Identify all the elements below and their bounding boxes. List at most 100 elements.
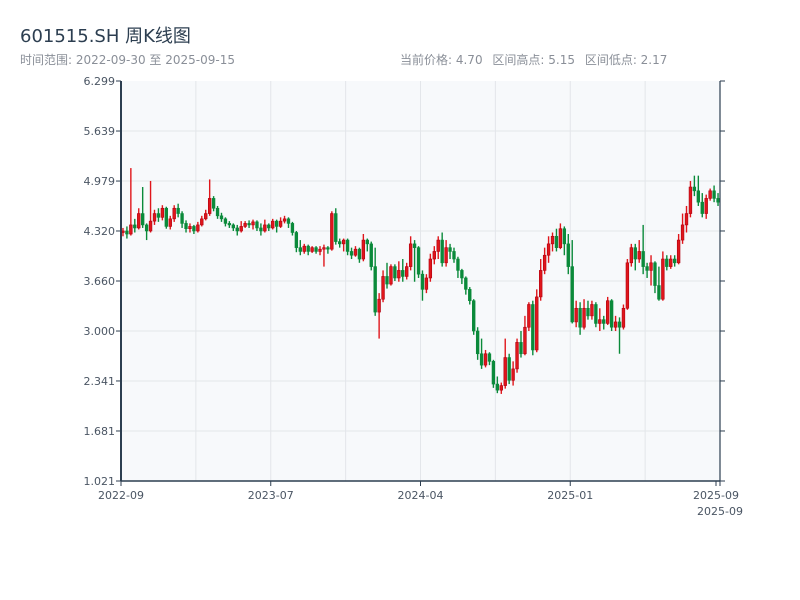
candle-down <box>255 220 259 231</box>
candle-up <box>535 289 539 353</box>
candle-up <box>172 205 176 222</box>
candle-up <box>625 259 630 310</box>
candle-body <box>598 319 602 324</box>
candle-body <box>318 248 322 252</box>
candle-body <box>401 270 405 277</box>
candle-body <box>515 342 519 370</box>
candle-up <box>546 236 551 263</box>
candle-up <box>621 304 626 330</box>
x-tick-label: 2022-09 <box>98 489 144 502</box>
candle-body <box>531 304 535 351</box>
y-tick-label: 2.341 <box>84 375 116 388</box>
candle-down <box>570 240 574 324</box>
candle-body <box>314 247 318 252</box>
candle-down <box>472 299 476 335</box>
candle-body <box>349 251 354 256</box>
candle-down <box>349 247 354 260</box>
candle-body <box>255 221 259 229</box>
x-tick-label: 2025-01 <box>547 489 593 502</box>
candle-body <box>239 226 243 232</box>
candle-body <box>263 224 267 232</box>
candle-body <box>361 239 366 260</box>
candle-up <box>168 215 172 230</box>
candle-down <box>657 266 661 301</box>
candle-body <box>546 243 551 256</box>
candle-up <box>200 215 204 227</box>
candle-body <box>582 307 586 328</box>
candle-up <box>558 223 563 250</box>
candle-up <box>432 246 436 265</box>
candle-body <box>586 307 590 317</box>
candle-up <box>353 246 358 257</box>
candle-down <box>495 376 500 394</box>
candle-body <box>680 224 685 241</box>
candle-up <box>661 251 665 301</box>
candle-body <box>696 190 701 203</box>
candle-body <box>558 228 563 248</box>
candle-body <box>148 220 153 232</box>
candle-down <box>468 287 472 305</box>
candle-body <box>381 276 385 300</box>
candle-body <box>420 273 425 290</box>
candle-body <box>377 298 381 313</box>
candle-body <box>487 353 492 362</box>
candle-body <box>527 304 531 328</box>
candle-body <box>704 198 708 214</box>
candle-body <box>578 307 582 328</box>
candle-up <box>539 259 543 301</box>
candle-down <box>566 234 570 275</box>
candle-body <box>341 239 346 245</box>
candle-down <box>385 262 389 289</box>
candle-up <box>483 349 488 368</box>
candle-body <box>408 243 413 267</box>
candle-body <box>231 224 235 229</box>
candle-body <box>688 186 693 214</box>
candle-body <box>464 277 468 290</box>
candle-body <box>247 223 251 226</box>
candle-body <box>539 270 543 298</box>
candle-down <box>274 219 279 233</box>
candle-body <box>267 224 271 229</box>
candle-body <box>306 245 310 252</box>
candle-down <box>164 206 168 229</box>
candle-down <box>235 224 239 236</box>
candle-body <box>282 218 287 222</box>
candle-body <box>440 239 444 264</box>
candle-up <box>152 209 157 225</box>
candle-body <box>172 207 176 220</box>
candle-body <box>184 223 188 230</box>
y-tick-label: 6.299 <box>84 75 116 88</box>
candle-body <box>700 201 704 214</box>
candle-body <box>207 198 212 214</box>
candle-body <box>617 321 622 328</box>
candle-body <box>503 357 507 386</box>
candle-down <box>416 246 421 278</box>
candle-up <box>684 205 689 233</box>
candle-up <box>499 382 503 394</box>
candle-body <box>676 239 681 264</box>
candle-down <box>369 241 373 271</box>
candle-body <box>365 239 369 245</box>
candle-up <box>196 221 200 233</box>
range-high: 区间高点: 5.15 <box>492 53 575 67</box>
candle-up <box>613 315 618 332</box>
candle-body <box>274 220 279 227</box>
candle-down <box>487 352 492 366</box>
candle-up <box>381 270 385 303</box>
candle-body <box>491 361 496 385</box>
range-low: 区间低点: 2.17 <box>584 53 668 67</box>
candle-up <box>397 261 401 282</box>
candle-down <box>326 246 330 254</box>
y-tick-label: 5.639 <box>84 125 116 138</box>
candle-body <box>389 266 393 285</box>
candle-body <box>298 247 302 252</box>
candle-up <box>361 234 366 262</box>
candle-down <box>712 185 716 203</box>
candle-up <box>550 232 555 252</box>
candle-up <box>669 255 673 269</box>
candle-down <box>456 256 460 278</box>
candle-down <box>440 232 444 267</box>
candle-up <box>598 308 602 332</box>
candle-body <box>594 304 598 324</box>
candle-body <box>385 276 389 285</box>
